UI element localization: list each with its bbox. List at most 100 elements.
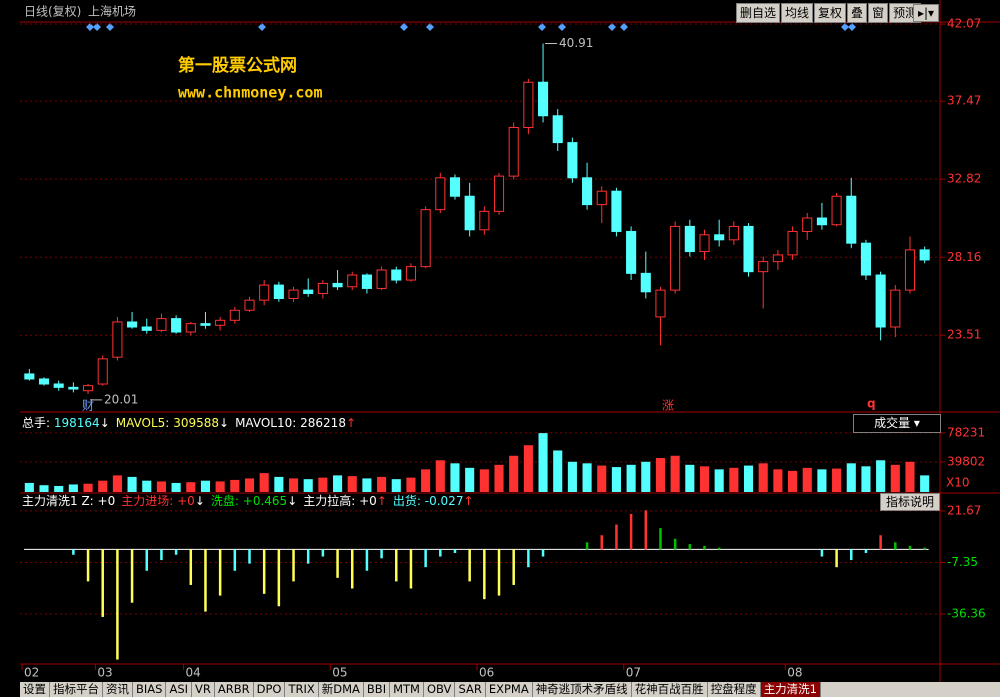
bottom-tab[interactable]: ASI: [166, 682, 193, 697]
candle-body: [816, 217, 827, 226]
event-marker: q: [867, 397, 876, 411]
indicator-selector[interactable]: 成交量 ▾: [853, 414, 941, 433]
candle-body: [97, 358, 108, 385]
toolbar-button[interactable]: 复权: [814, 3, 847, 23]
bottom-tab[interactable]: 花神百战百胜: [632, 682, 708, 697]
bar: [262, 549, 266, 594]
bar: [130, 549, 134, 603]
bar: [597, 465, 607, 492]
help-label: 指标说明: [885, 495, 934, 509]
bottom-tab[interactable]: BBI: [364, 682, 391, 697]
bar: [629, 513, 633, 550]
candle-body: [420, 209, 431, 268]
bottom-tab[interactable]: 设置: [20, 682, 50, 697]
bar: [876, 460, 886, 492]
legend-label: MAVOL5:: [115, 416, 170, 430]
candle-body: [38, 378, 50, 385]
bar: [98, 480, 108, 492]
bar: [659, 528, 662, 550]
legend-value: +0: [177, 494, 195, 508]
bar: [908, 545, 912, 550]
signal-diamonds: [86, 23, 856, 31]
bottom-tab[interactable]: MTM: [390, 682, 424, 697]
bottom-tab[interactable]: 资讯: [103, 682, 133, 697]
bar: [347, 476, 357, 492]
bottom-tab[interactable]: VR: [192, 682, 215, 697]
candle-body: [376, 269, 387, 289]
candle-body: [171, 318, 182, 333]
bottom-tab[interactable]: TRIX: [285, 682, 319, 697]
legend-arrow: ↑: [376, 494, 387, 508]
candle-body: [479, 210, 490, 231]
candle-body: [802, 217, 813, 232]
toolbar-button[interactable]: 窗: [868, 3, 889, 23]
bottom-tab[interactable]: EXPMA: [486, 682, 533, 697]
bottom-tab[interactable]: 新DMA: [319, 682, 364, 697]
bar: [68, 484, 78, 492]
bar: [215, 481, 225, 492]
bottom-tab[interactable]: SAR: [455, 682, 486, 697]
bar: [189, 549, 193, 585]
candle-body: [699, 234, 710, 253]
bar: [817, 469, 827, 492]
candle-body: [567, 142, 578, 179]
legend-value: +0: [359, 494, 377, 508]
bottom-tab[interactable]: 控盘程度: [708, 682, 761, 697]
bar: [468, 549, 471, 582]
candle-body: [537, 81, 549, 117]
legend-arrow: ↓: [99, 416, 110, 430]
bar: [497, 549, 501, 596]
bar: [685, 464, 695, 492]
bar: [541, 549, 545, 557]
candle-body: [449, 177, 461, 197]
bar: [288, 478, 299, 492]
bar: [670, 455, 680, 492]
more-button[interactable]: ▸|▾: [913, 4, 939, 22]
bottom-tab[interactable]: BIAS: [133, 682, 167, 697]
bar: [523, 445, 533, 492]
candle-body: [728, 225, 739, 241]
bar: [248, 549, 251, 564]
candle-body: [626, 230, 637, 274]
candle-body: [670, 225, 681, 291]
bottom-tab[interactable]: 神奇逃顶术矛盾线: [533, 682, 632, 697]
bottom-tab[interactable]: DPO: [254, 682, 286, 697]
bar: [39, 485, 49, 492]
bar: [864, 549, 868, 553]
candle-body: [655, 289, 666, 318]
candle-body: [875, 274, 886, 328]
candle-body: [156, 318, 167, 331]
bottom-tab[interactable]: OBV: [424, 682, 456, 697]
legend-item: MAVOL5: 309588↓: [116, 415, 229, 431]
candle-body: [714, 234, 725, 241]
indicator-help[interactable]: 指标说明: [880, 493, 940, 511]
bar: [538, 433, 548, 492]
bottom-tab[interactable]: 指标平台: [50, 682, 103, 697]
legend-value: +0: [97, 494, 116, 508]
candle-body: [611, 190, 622, 232]
bar: [758, 463, 768, 492]
x-tick-label: 07: [626, 666, 641, 680]
bar: [24, 482, 34, 492]
toolbar-button[interactable]: 删自选: [736, 3, 781, 23]
toolbar-button[interactable]: 叠: [847, 3, 868, 23]
legend-value: -0.027: [424, 494, 464, 508]
legend-item: 主力拉高: +0↑: [303, 493, 387, 509]
bar: [699, 466, 710, 492]
bar: [453, 549, 457, 553]
bar: [483, 549, 486, 600]
candle-body: [758, 261, 769, 273]
candle-body: [772, 254, 783, 263]
y-tick-label: -7.35: [947, 555, 978, 569]
toolbar-button[interactable]: 均线: [781, 3, 814, 23]
legend-arrow: ↓: [287, 494, 298, 508]
bar: [846, 463, 856, 492]
bar: [512, 549, 515, 585]
bottom-tab[interactable]: ARBR: [215, 682, 254, 697]
candle-body: [684, 225, 695, 253]
candle-body: [787, 230, 798, 256]
bottom-tab[interactable]: 主力清洗1: [760, 682, 822, 697]
bar: [230, 479, 240, 492]
bar: [395, 549, 398, 582]
